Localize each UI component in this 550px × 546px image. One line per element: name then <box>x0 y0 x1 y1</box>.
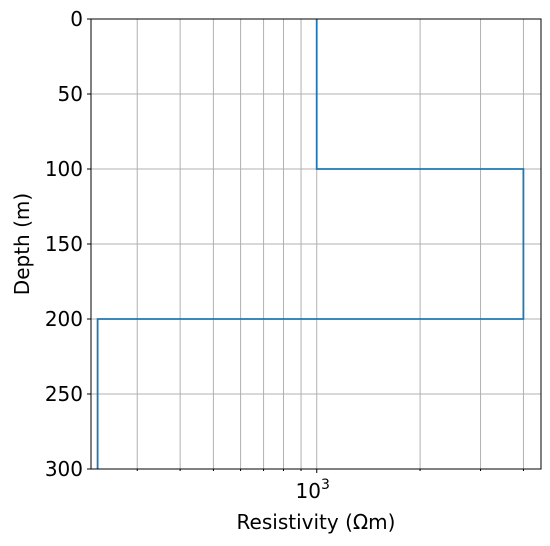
x-axis-label: Resistivity (Ωm) <box>237 510 396 534</box>
y-axis-label: Depth (m) <box>10 193 34 295</box>
y-tick-label: 50 <box>58 82 83 106</box>
y-tick-label: 250 <box>45 382 83 406</box>
series-layer <box>96 19 525 469</box>
resistivity-profile-line <box>96 19 525 469</box>
y-tick-label: 200 <box>45 307 83 331</box>
ticks: 0 50 100 150 200 250 300 103 <box>45 7 524 503</box>
x-tick-label: 103 <box>296 477 330 503</box>
y-tick-label: 0 <box>70 7 83 31</box>
y-tick-label: 100 <box>45 157 83 181</box>
y-tick-label: 300 <box>45 457 83 481</box>
y-tick-label: 150 <box>45 232 83 256</box>
